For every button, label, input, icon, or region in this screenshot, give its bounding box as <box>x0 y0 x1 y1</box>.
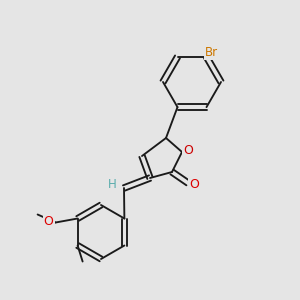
Text: H: H <box>108 178 116 191</box>
Text: O: O <box>189 178 199 191</box>
Text: O: O <box>44 215 54 228</box>
Text: O: O <box>183 145 193 158</box>
Text: Br: Br <box>205 46 218 59</box>
